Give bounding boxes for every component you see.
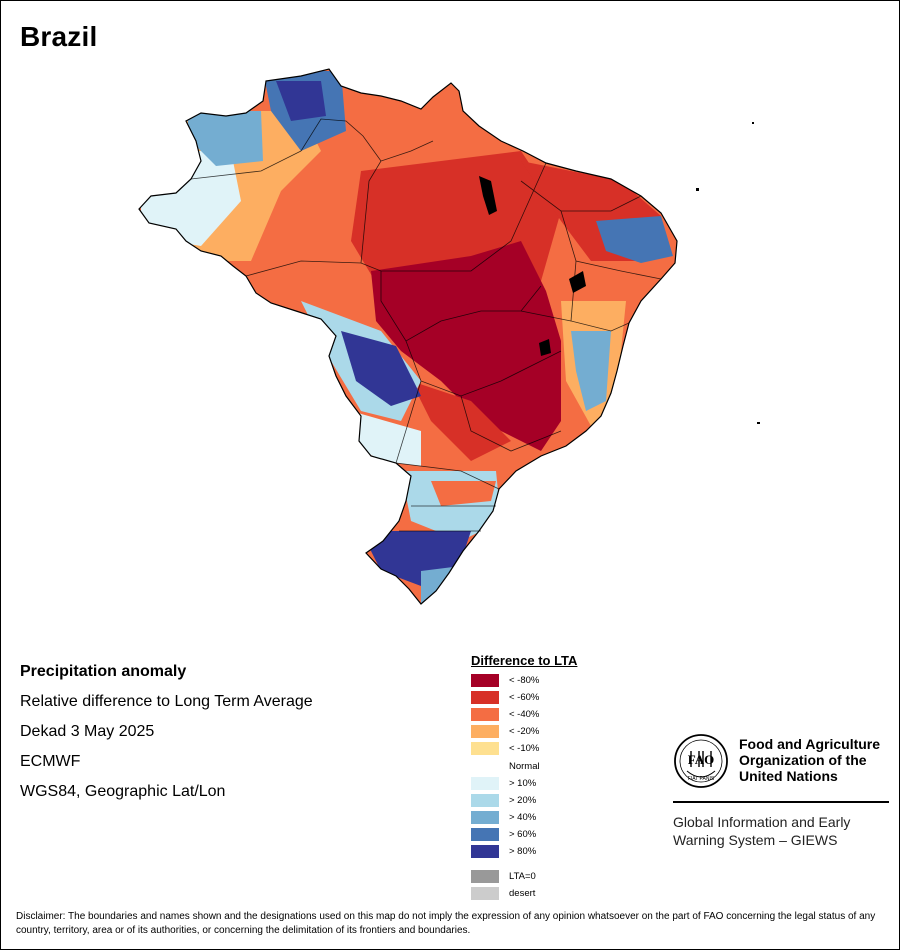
anomaly-zone-amazonas-wet <box>186 111 263 166</box>
anomaly-zone-southeast-dry <box>411 381 511 461</box>
map-description: Relative difference to Long Term Average <box>20 693 313 710</box>
legend-row: Normal <box>471 757 631 774</box>
anomaly-zone-parana-dry <box>431 481 496 506</box>
country-outline <box>138 68 678 605</box>
legend-swatch <box>471 810 499 824</box>
fao-divider <box>673 801 889 803</box>
water-body <box>479 176 497 215</box>
legend-swatch <box>471 870 499 884</box>
anomaly-zone-central-extreme <box>371 241 561 451</box>
legend-label: > 10% <box>509 777 537 789</box>
legend-row: < -10% <box>471 740 631 757</box>
legend-swatch <box>471 827 499 841</box>
legend-swatch <box>471 759 499 773</box>
legend-label: < -40% <box>509 709 540 721</box>
legend: Difference to LTA < -80% < -60% < -40% < -2… <box>471 653 631 902</box>
legend-label: > 80% <box>509 845 537 857</box>
legend-swatch <box>471 776 499 790</box>
legend-label: LTA=0 <box>509 871 536 883</box>
disclaimer: Disclaimer: The boundaries and names sho… <box>16 911 876 936</box>
map-info: Precipitation anomaly Relative differenc… <box>20 657 313 807</box>
legend-swatch <box>471 844 499 858</box>
map-period: Dekad 3 May 2025 <box>20 723 155 740</box>
legend-label: < -80% <box>509 675 540 687</box>
legend-row: > 10% <box>471 775 631 792</box>
legend-extra: LTA=0 desert <box>471 868 631 902</box>
anomaly-zone-roraima-verywet <box>276 81 326 121</box>
legend-swatch <box>471 725 499 739</box>
anomaly-raster <box>139 69 677 604</box>
legend-label: > 60% <box>509 828 537 840</box>
anomaly-zone-northeast-wet <box>596 216 673 263</box>
map-title: Brazil <box>20 21 98 52</box>
island-marker <box>752 122 754 124</box>
legend-swatch <box>471 708 499 722</box>
island-marker <box>757 422 760 424</box>
anomaly-zone-mato-grosso-verywet <box>341 331 421 406</box>
water-body <box>539 339 551 356</box>
brazil-map-svg <box>138 68 760 605</box>
island-marker <box>696 188 699 191</box>
legend-swatch <box>471 691 499 705</box>
legend-row: > 60% <box>471 826 631 843</box>
legend-label: < -20% <box>509 726 540 738</box>
legend-row: > 20% <box>471 792 631 809</box>
legend-label: Normal <box>509 760 540 772</box>
legend-items: < -80% < -60% < -40% < -20% < -10% Normal > 10… <box>471 672 631 860</box>
legend-label: desert <box>509 888 536 900</box>
legend-row: > 80% <box>471 843 631 860</box>
fao-logo-icon: FAO FIAT PANIS <box>674 734 728 788</box>
fao-logo-letters: FAO <box>688 752 714 767</box>
legend-row: < -40% <box>471 706 631 723</box>
water-body <box>569 271 586 293</box>
legend-gap <box>471 860 631 868</box>
legend-label: < -10% <box>509 743 540 755</box>
anomaly-zone-rio-grande-verywet <box>361 531 471 586</box>
legend-swatch <box>471 793 499 807</box>
map-heading: Precipitation anomaly <box>20 663 187 680</box>
legend-label: > 40% <box>509 811 537 823</box>
giews-name: Global Information and Early Warning Sys… <box>673 814 851 848</box>
fao-logo-motto: FIAT PANIS <box>688 776 715 782</box>
legend-swatch <box>471 742 499 756</box>
legend-row: < -60% <box>471 689 631 706</box>
legend-row: < -20% <box>471 723 631 740</box>
legend-label: > 20% <box>509 794 537 806</box>
legend-row: < -80% <box>471 672 631 689</box>
map-projection: WGS84, Geographic Lat/Lon <box>20 783 226 800</box>
map-source: ECMWF <box>20 753 81 770</box>
state-boundaries <box>190 118 662 532</box>
fao-name: Food and Agriculture Organization of the… <box>739 736 881 784</box>
legend-swatch <box>471 887 499 901</box>
legend-label: < -60% <box>509 692 540 704</box>
legend-row: > 40% <box>471 809 631 826</box>
legend-swatch <box>471 674 499 688</box>
legend-row: desert <box>471 885 631 902</box>
legend-title: Difference to LTA <box>471 653 578 668</box>
anomaly-zone-bahia-wet <box>571 331 611 411</box>
legend-row: LTA=0 <box>471 868 631 885</box>
anomaly-map <box>1 1 899 641</box>
